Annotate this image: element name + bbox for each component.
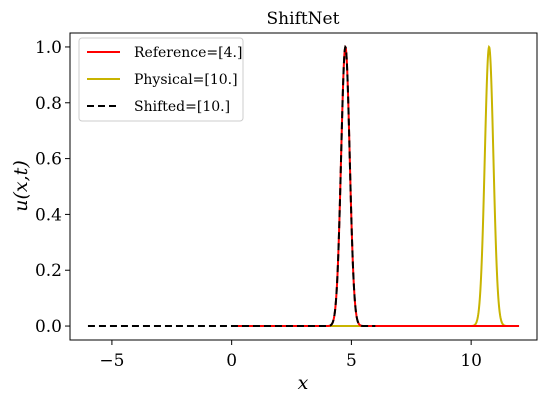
series-line-1 xyxy=(231,44,520,328)
y-ticks: 0.0 0.2 0.4 0.6 0.8 1.0 xyxy=(35,38,70,337)
plot-area xyxy=(87,44,520,328)
x-tick-label: 5 xyxy=(346,351,357,371)
series-line-2 xyxy=(231,44,520,328)
x-tick-label: 10 xyxy=(460,351,482,371)
x-tick-label: 0 xyxy=(226,351,237,371)
x-axis-label: x xyxy=(298,372,309,394)
y-tick-label: 1.0 xyxy=(35,38,62,58)
y-tick-label: 0.4 xyxy=(35,205,62,225)
legend-label-3: Shifted=[10.] xyxy=(134,99,230,115)
x-tick-label: −5 xyxy=(99,351,124,371)
x-ticks: −5 0 5 10 xyxy=(99,340,482,371)
y-tick-label: 0.2 xyxy=(35,261,62,281)
y-tick-label: 0.8 xyxy=(35,94,62,114)
legend-label-1: Reference=[4.] xyxy=(134,45,242,61)
y-axis-label: u(x,t) xyxy=(10,160,32,211)
axes-frame xyxy=(69,32,538,341)
chart-title: ShiftNet xyxy=(267,9,340,29)
legend: Reference=[4.] Physical=[10.] Shifted=[10.… xyxy=(78,37,244,122)
legend-box xyxy=(78,37,244,122)
y-tick-label: 0.6 xyxy=(35,150,62,170)
y-tick-label: 0.0 xyxy=(35,317,62,337)
legend-label-2: Physical=[10.] xyxy=(134,72,238,88)
series-line-3 xyxy=(87,44,376,328)
